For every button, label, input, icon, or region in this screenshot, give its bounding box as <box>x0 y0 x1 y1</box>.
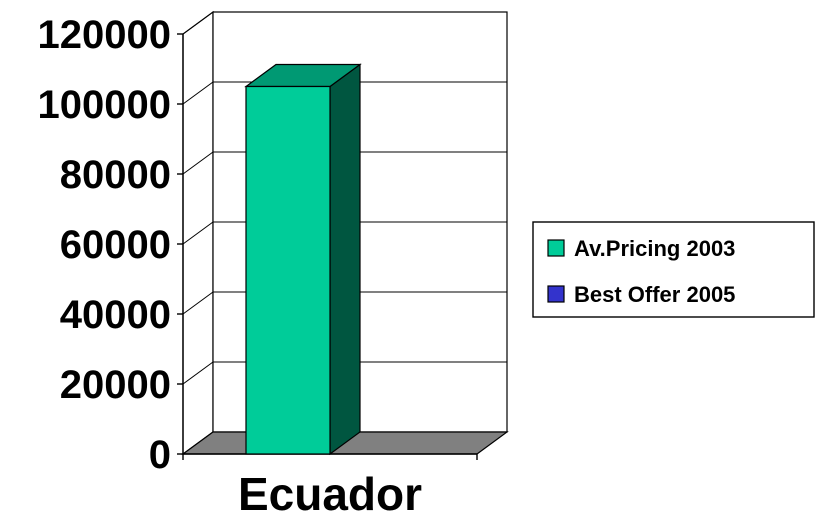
y-tick-label: 120000 <box>38 13 171 57</box>
bars <box>244 63 362 456</box>
y-tick-label: 0 <box>149 433 171 477</box>
bar <box>245 85 331 455</box>
legend-label: Av.Pricing 2003 <box>574 236 735 261</box>
y-tick-label: 20000 <box>60 363 171 407</box>
gridline-side <box>182 81 214 105</box>
y-tick-label: 100000 <box>38 83 171 127</box>
gridline-side <box>182 11 214 35</box>
legend-swatch <box>547 285 565 303</box>
y-tick-label: 60000 <box>60 223 171 267</box>
bar-side <box>329 63 361 456</box>
legend-label: Best Offer 2005 <box>574 282 735 307</box>
y-axis-ticks: 0 20000 40000 60000 80000 100000 120000 <box>38 13 171 477</box>
legend-box <box>532 221 815 318</box>
gridline-side <box>182 291 214 315</box>
legend: Av.Pricing 2003 Best Offer 2005 <box>532 221 815 318</box>
x-axis-categories: Ecuador <box>238 468 422 520</box>
y-tick-label: 80000 <box>60 153 171 197</box>
x-category-label: Ecuador <box>238 468 422 520</box>
legend-swatch <box>547 239 565 257</box>
y-tick-label: 40000 <box>60 293 171 337</box>
gridline-side <box>182 221 214 245</box>
gridline-side <box>182 361 214 385</box>
gridline-side <box>182 151 214 175</box>
